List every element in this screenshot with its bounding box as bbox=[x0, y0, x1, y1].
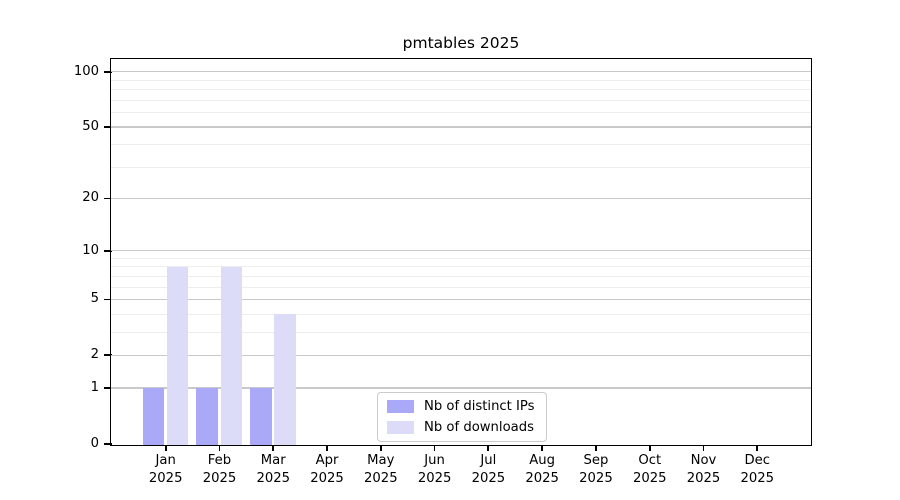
minor-gridline bbox=[111, 111, 811, 113]
major-gridline bbox=[111, 387, 811, 389]
x-tick-year: 2025 bbox=[632, 470, 667, 486]
x-tick-mark bbox=[595, 445, 597, 451]
minor-gridline bbox=[111, 286, 811, 288]
y-tick-label: 5 bbox=[90, 291, 99, 307]
x-tick-mark bbox=[702, 445, 705, 451]
x-tick-month: Jan bbox=[155, 453, 176, 468]
x-tick-label: Sep 2025 bbox=[564, 452, 628, 487]
x-tick-year: 2025 bbox=[148, 470, 183, 486]
x-tick-mark bbox=[272, 445, 275, 451]
bar-downloads bbox=[274, 314, 296, 445]
x-tick-label: Nov 2025 bbox=[672, 452, 736, 487]
x-tick-mark bbox=[218, 445, 221, 451]
x-tick-year: 2025 bbox=[471, 470, 506, 486]
minor-gridline bbox=[111, 89, 811, 91]
x-tick-year: 2025 bbox=[202, 470, 237, 486]
x-tick-month: Aug bbox=[529, 453, 556, 468]
y-tick-label: 10 bbox=[82, 242, 99, 258]
x-tick-mark bbox=[326, 445, 328, 451]
y-tick-label: 1 bbox=[90, 380, 99, 396]
y-tick-mark bbox=[104, 126, 112, 128]
bar-distinct-ips bbox=[250, 388, 272, 445]
minor-gridline bbox=[111, 99, 811, 101]
x-tick-label: Dec 2025 bbox=[725, 452, 789, 487]
minor-gridline bbox=[111, 266, 811, 268]
minor-gridline bbox=[111, 313, 811, 315]
x-tick-label: Aug 2025 bbox=[510, 452, 574, 487]
x-tick-year: 2025 bbox=[364, 470, 398, 486]
x-tick-month: May bbox=[367, 453, 395, 468]
x-tick-mark bbox=[648, 445, 651, 451]
x-tick-mark bbox=[379, 445, 382, 451]
legend-item-downloads: Nb of downloads bbox=[387, 420, 535, 435]
x-tick-month: Dec bbox=[744, 453, 771, 468]
x-tick-mark bbox=[541, 445, 544, 451]
legend-item-distinct-ips: Nb of distinct IPs bbox=[387, 399, 535, 414]
y-tick-mark bbox=[104, 197, 112, 200]
legend-swatch-distinct-ips-icon bbox=[387, 400, 414, 413]
x-tick-month: Jul bbox=[480, 453, 497, 468]
x-tick-label: Jun 2025 bbox=[403, 452, 467, 487]
x-tick-year: 2025 bbox=[525, 470, 559, 486]
x-tick-label: Jul 2025 bbox=[456, 452, 520, 487]
major-gridline bbox=[111, 71, 811, 73]
x-tick-month: Jun bbox=[424, 453, 445, 468]
x-tick-year: 2025 bbox=[310, 470, 344, 486]
y-tick-mark bbox=[104, 354, 112, 357]
x-tick-year: 2025 bbox=[417, 470, 452, 486]
y-tick-mark bbox=[104, 298, 112, 301]
major-gridline bbox=[111, 197, 811, 200]
x-tick-month: Sep bbox=[583, 453, 609, 468]
y-tick-mark bbox=[104, 70, 112, 73]
x-tick-month: Nov bbox=[690, 453, 717, 468]
x-tick-month: Mar bbox=[260, 453, 286, 468]
x-tick-mark bbox=[164, 445, 167, 451]
major-gridline bbox=[111, 126, 811, 128]
bar-distinct-ips bbox=[142, 388, 165, 445]
x-tick-mark bbox=[756, 445, 759, 451]
bar-distinct-ips bbox=[196, 388, 218, 445]
x-tick-year: 2025 bbox=[686, 470, 721, 486]
legend-label-downloads: Nb of downloads bbox=[424, 420, 534, 435]
minor-gridline bbox=[111, 144, 811, 145]
y-tick-label: 50 bbox=[82, 118, 99, 134]
x-tick-label: Mar 2025 bbox=[241, 452, 305, 487]
x-tick-month: Feb bbox=[207, 453, 232, 468]
y-tick-mark bbox=[104, 249, 112, 252]
x-tick-year: 2025 bbox=[579, 470, 613, 486]
x-tick-year: 2025 bbox=[740, 470, 775, 486]
x-tick-year: 2025 bbox=[256, 470, 291, 486]
x-tick-label: Jan 2025 bbox=[134, 452, 198, 487]
x-tick-month: Oct bbox=[638, 453, 662, 468]
x-tick-label: Apr 2025 bbox=[295, 452, 359, 487]
y-tick-label: 20 bbox=[82, 190, 99, 206]
legend-label-distinct-ips: Nb of distinct IPs bbox=[424, 399, 535, 414]
x-tick-label: Oct 2025 bbox=[618, 452, 682, 487]
minor-gridline bbox=[111, 166, 811, 168]
major-gridline bbox=[111, 298, 811, 301]
x-tick-label: Feb 2025 bbox=[187, 452, 251, 487]
y-tick-label: 2 bbox=[90, 347, 99, 363]
minor-gridline bbox=[111, 79, 811, 81]
x-tick-mark bbox=[487, 445, 490, 451]
major-gridline bbox=[111, 249, 811, 252]
y-tick-label: 0 bbox=[90, 436, 99, 451]
legend: Nb of distinct IPs Nb of downloads bbox=[377, 392, 547, 442]
plot-area: Nb of distinct IPs Nb of downloads bbox=[110, 58, 812, 446]
minor-gridline bbox=[111, 331, 811, 333]
y-tick-label: 100 bbox=[73, 63, 99, 79]
legend-swatch-downloads-icon bbox=[387, 421, 414, 434]
bar-downloads bbox=[166, 266, 189, 445]
x-tick-month: Apr bbox=[315, 453, 339, 468]
y-tick-mark bbox=[104, 443, 112, 445]
minor-gridline bbox=[111, 275, 811, 277]
y-tick-mark bbox=[104, 387, 112, 389]
chart-title: pmtables 2025 bbox=[402, 34, 520, 52]
bar-downloads bbox=[220, 266, 243, 445]
minor-gridline bbox=[111, 257, 811, 259]
x-tick-mark bbox=[433, 445, 436, 451]
x-tick-label: May 2025 bbox=[349, 452, 413, 487]
major-gridline bbox=[111, 354, 811, 357]
